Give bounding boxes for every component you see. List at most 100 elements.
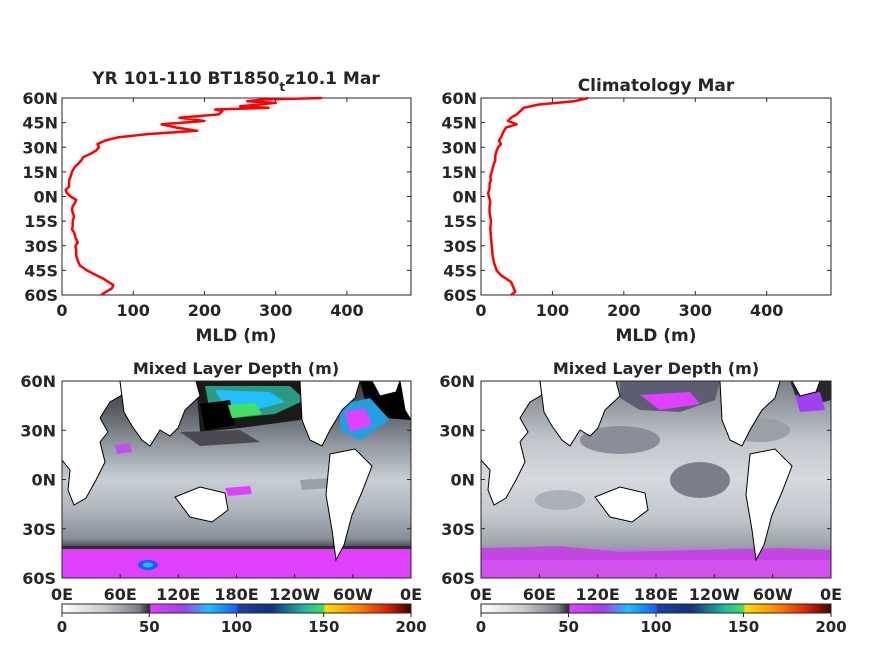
asia-landmass	[119, 381, 201, 447]
map-y-tick-label: 0N	[31, 471, 56, 490]
profile-title-model: YR 101-110 BT1850tz10.1 Mar	[91, 69, 380, 94]
colorbar-tick-label: 200	[395, 618, 426, 636]
map-x-tick-label: 60E	[104, 585, 137, 604]
x-tick-label: 400	[330, 301, 363, 320]
map-panel-model: Mixed Layer Depth (m)	[20, 359, 426, 636]
profile-panel-clim: Climatology Mar 60N45N30N15N0N15S30S45S6…	[441, 76, 832, 346]
y-tick-label: 60S	[24, 286, 58, 305]
x-tick-label: 400	[750, 301, 783, 320]
colorbar-tick-label: 150	[308, 618, 339, 636]
map-x-tick-label: 180E	[634, 585, 678, 604]
map-y-tick-label: 30N	[20, 421, 56, 440]
colorbar-tick-label: 50	[558, 618, 579, 636]
map-x-tick-label: 0E	[470, 585, 492, 604]
map-x-ticks-clim: 0E 60E 120E 180E 120W 60W 0E	[470, 574, 842, 604]
map-y-tick-label: 30S	[441, 520, 475, 539]
greenland-landmass	[371, 381, 401, 397]
map-x-tick-label: 0E	[400, 585, 422, 604]
profile-y-ticks-clim: 60N 45N 30N 15N 0N 15S 30S 45S 60S	[441, 89, 831, 305]
map-x-tick-label: 60W	[333, 585, 373, 604]
x-tick-label: 300	[259, 301, 292, 320]
mld-profile-line-clim	[486, 96, 589, 296]
colorbar-tick-label: 0	[476, 618, 486, 636]
y-tick-label: 60S	[443, 286, 477, 305]
x-tick-label: 300	[679, 301, 712, 320]
map-y-ticks-clim: 60N 30N 0N 30S 60S	[439, 372, 831, 588]
map-x-tick-label: 60E	[523, 585, 556, 604]
map-y-ticks-model: 60N 30N 0N 30S 60S	[20, 372, 411, 588]
y-tick-label: 60N	[441, 89, 477, 108]
y-tick-label: 30N	[441, 138, 477, 157]
colorbar-ticks-clim: 0 50 100 150 200	[476, 613, 847, 636]
south-america-landmass	[325, 448, 373, 562]
profile-xlabel-clim: MLD (m)	[615, 326, 696, 346]
x-tick-label: 100	[117, 301, 150, 320]
north-america-landmass	[719, 381, 781, 447]
profile-x-ticks-clim: 0 100 200 300 400	[475, 98, 783, 320]
south-america-landmass	[745, 448, 793, 562]
y-tick-label: 30S	[24, 237, 58, 256]
continents-model	[62, 381, 411, 562]
asia-landmass	[539, 381, 621, 447]
profile-x-ticks-model: 0 100 200 300 400	[56, 98, 364, 320]
map-title-model: Mixed Layer Depth (m)	[133, 359, 339, 378]
y-tick-label: 0N	[33, 188, 58, 207]
map-x-tick-label: 120W	[269, 585, 320, 604]
y-tick-label: 0N	[452, 188, 477, 207]
profile-panel-model: YR 101-110 BT1850tz10.1 Mar 60N 45N 30N 15N…	[22, 69, 412, 346]
map-x-tick-label: 120E	[156, 585, 200, 604]
map-x-tick-label: 0E	[820, 585, 842, 604]
map-x-tick-label: 180E	[214, 585, 258, 604]
y-tick-label: 45N	[441, 114, 477, 133]
map-y-tick-label: 30S	[22, 520, 56, 539]
africa-europe-landmass	[481, 381, 543, 506]
continents-clim	[481, 381, 821, 562]
x-tick-label: 0	[56, 301, 67, 320]
greenland-landmass	[791, 381, 821, 397]
colorbar-clim	[480, 603, 832, 614]
colorbar-tick-label: 100	[221, 618, 252, 636]
map-y-tick-label: 0N	[450, 471, 475, 490]
y-tick-label: 30N	[22, 138, 58, 157]
x-tick-label: 0	[475, 301, 486, 320]
colorbar-tick-label: 150	[728, 618, 759, 636]
colorbar-tick-label: 100	[640, 618, 671, 636]
map-title-clim: Mixed Layer Depth (m)	[553, 359, 759, 378]
profile-y-ticks-model: 60N 45N 30N 15N 0N 15S 30S 45S 60S	[22, 89, 411, 305]
profile-title-clim: Climatology Mar	[578, 76, 735, 96]
map-y-tick-label: 60S	[441, 569, 475, 588]
x-tick-label: 200	[188, 301, 221, 320]
y-tick-label: 15S	[24, 212, 58, 231]
eurasia-east-edge	[399, 381, 411, 421]
map-y-tick-label: 60N	[439, 372, 475, 391]
map-y-tick-label: 60S	[22, 569, 56, 588]
map-x-tick-label: 120W	[689, 585, 740, 604]
map-y-tick-label: 30N	[439, 421, 475, 440]
profile-xlabel-model: MLD (m)	[195, 326, 276, 346]
y-tick-label: 15S	[443, 212, 477, 231]
y-tick-label: 45N	[22, 114, 58, 133]
y-tick-label: 30S	[443, 237, 477, 256]
y-tick-label: 45S	[443, 261, 477, 280]
north-america-landmass	[299, 381, 361, 447]
profile-axes-clim	[480, 97, 832, 296]
y-tick-label: 15N	[22, 163, 58, 182]
colorbar-ticks-model: 0 50 100 150 200	[57, 613, 427, 636]
map-x-tick-label: 60W	[753, 585, 793, 604]
colorbar-tick-label: 200	[815, 618, 846, 636]
profile-axes-model	[61, 97, 412, 296]
colorbar-model	[61, 603, 412, 614]
x-tick-label: 100	[536, 301, 569, 320]
australia-landmass	[174, 486, 229, 523]
map-x-tick-label: 120E	[576, 585, 620, 604]
y-tick-label: 60N	[22, 89, 58, 108]
map-y-tick-label: 60N	[20, 372, 56, 391]
colorbar-tick-label: 0	[57, 618, 67, 636]
colorbar-tick-label: 50	[139, 618, 160, 636]
y-tick-label: 15N	[441, 163, 477, 182]
australia-landmass	[594, 486, 649, 523]
map-x-ticks-model: 0E 60E 120E 180E 120W 60W 0E	[51, 574, 422, 604]
mld-profile-line-model	[64, 96, 323, 297]
